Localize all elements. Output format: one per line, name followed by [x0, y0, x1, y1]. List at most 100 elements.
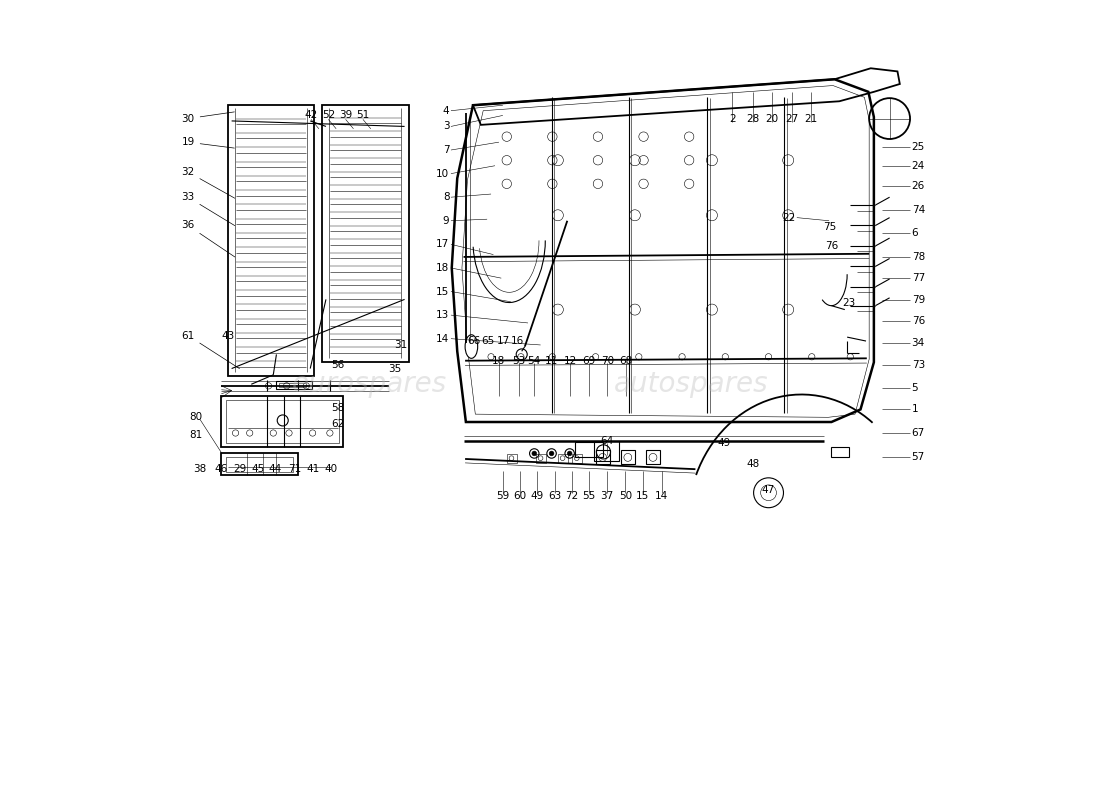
Text: 42: 42: [305, 110, 318, 121]
Text: 73: 73: [912, 360, 925, 370]
Text: 50: 50: [619, 491, 632, 501]
Text: 56: 56: [331, 360, 344, 370]
Text: 20: 20: [766, 114, 778, 123]
Text: 47: 47: [762, 486, 776, 495]
Text: 66: 66: [468, 336, 481, 346]
Text: 40: 40: [324, 464, 338, 474]
Text: 17: 17: [436, 239, 450, 250]
Text: 45: 45: [251, 464, 264, 474]
Text: 39: 39: [339, 110, 352, 121]
Text: 18: 18: [493, 356, 506, 366]
Text: 46: 46: [214, 464, 228, 474]
Text: 67: 67: [912, 428, 925, 438]
Text: 21: 21: [804, 114, 817, 123]
Text: 1: 1: [912, 405, 918, 414]
Text: 76: 76: [825, 241, 838, 251]
Bar: [221, 453, 298, 474]
Bar: [595, 450, 609, 465]
Text: 34: 34: [912, 338, 925, 349]
Bar: [620, 450, 635, 465]
Bar: [646, 450, 660, 465]
Text: 10: 10: [437, 169, 450, 178]
Bar: [221, 396, 343, 447]
Text: 79: 79: [912, 295, 925, 305]
Text: 7: 7: [443, 145, 450, 155]
Text: 3: 3: [443, 122, 450, 131]
Circle shape: [532, 451, 537, 456]
Circle shape: [549, 451, 554, 456]
Text: 9: 9: [443, 216, 450, 226]
Text: 12: 12: [564, 356, 578, 366]
Text: 29: 29: [233, 464, 246, 474]
Text: 52: 52: [321, 110, 334, 121]
Text: 48: 48: [746, 459, 759, 470]
Text: 14: 14: [436, 334, 450, 344]
Text: 30: 30: [182, 112, 234, 123]
Text: 65: 65: [482, 336, 495, 346]
Text: 76: 76: [912, 316, 925, 326]
Text: 41: 41: [306, 464, 319, 474]
Bar: [536, 454, 546, 463]
Text: 33: 33: [182, 192, 234, 226]
Text: 57: 57: [912, 451, 925, 462]
Text: 19: 19: [182, 137, 234, 148]
Text: 77: 77: [912, 273, 925, 283]
Text: 27: 27: [785, 114, 799, 123]
Text: 14: 14: [654, 491, 669, 501]
Text: 62: 62: [331, 418, 344, 429]
Text: 75: 75: [824, 222, 837, 232]
Text: 63: 63: [548, 491, 561, 501]
Bar: [276, 381, 311, 389]
Text: 28: 28: [746, 114, 759, 123]
Text: 55: 55: [583, 491, 596, 501]
Ellipse shape: [465, 334, 477, 358]
Text: autospares: autospares: [614, 370, 769, 398]
Text: 49: 49: [531, 491, 544, 501]
Text: 60: 60: [514, 491, 527, 501]
Text: 13: 13: [436, 310, 450, 320]
Text: 15: 15: [436, 286, 450, 297]
Text: 61: 61: [182, 330, 240, 369]
Bar: [594, 441, 619, 462]
Bar: [278, 382, 306, 387]
Text: 74: 74: [912, 205, 925, 214]
Text: 78: 78: [912, 252, 925, 262]
Text: 26: 26: [912, 181, 925, 191]
Bar: [227, 457, 293, 472]
Bar: [507, 454, 517, 463]
Text: 16: 16: [510, 336, 524, 346]
Bar: [832, 447, 849, 457]
Text: 25: 25: [912, 142, 925, 152]
Text: 22: 22: [782, 213, 795, 222]
Bar: [572, 454, 582, 463]
Text: 23: 23: [843, 298, 856, 307]
Text: 81: 81: [189, 430, 202, 440]
Text: 35: 35: [387, 363, 402, 374]
Text: 24: 24: [912, 161, 925, 170]
Text: 49: 49: [718, 438, 732, 448]
Text: 5: 5: [912, 383, 918, 394]
Circle shape: [568, 451, 572, 456]
Text: 58: 58: [331, 403, 344, 413]
Text: 36: 36: [182, 221, 234, 257]
Text: 53: 53: [512, 356, 525, 366]
Text: 72: 72: [565, 491, 579, 501]
Text: 11: 11: [544, 356, 558, 366]
Bar: [558, 454, 568, 463]
Bar: [227, 400, 339, 443]
Text: 54: 54: [528, 356, 541, 366]
Text: 31: 31: [394, 340, 407, 350]
Text: 38: 38: [194, 464, 207, 474]
Text: 17: 17: [496, 336, 509, 346]
Text: 80: 80: [189, 412, 202, 422]
Text: 6: 6: [912, 228, 918, 238]
Text: 70: 70: [601, 356, 614, 366]
Text: 51: 51: [356, 110, 370, 121]
Text: eurospares: eurospares: [292, 370, 447, 398]
Text: 8: 8: [443, 192, 450, 202]
Text: 18: 18: [436, 263, 450, 273]
Text: 69: 69: [583, 356, 596, 366]
Text: 37: 37: [600, 491, 613, 501]
Text: 2: 2: [729, 114, 736, 123]
Text: 32: 32: [182, 167, 234, 198]
